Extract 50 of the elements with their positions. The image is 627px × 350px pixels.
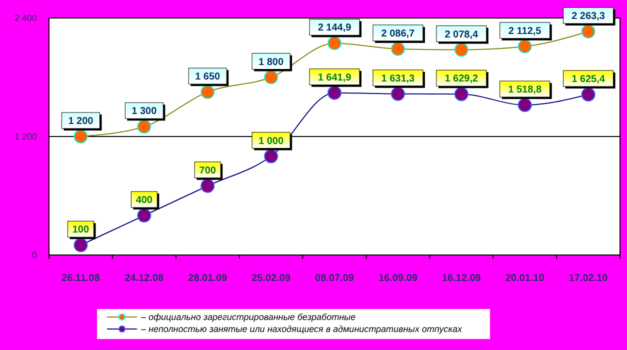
point xyxy=(137,120,152,134)
point xyxy=(74,238,88,252)
data-label: 1 800 xyxy=(258,56,284,68)
x-tick-label: 16.09.09 xyxy=(378,273,418,284)
data-label: 1 518,8 xyxy=(508,84,542,96)
point xyxy=(454,87,468,102)
point xyxy=(200,178,215,193)
x-tick-label: 08.07.09 xyxy=(315,273,354,284)
point xyxy=(74,130,88,144)
point xyxy=(328,36,342,50)
y-tick-label: 2 400 xyxy=(14,13,37,24)
data-label: 1 629,2 xyxy=(444,74,479,85)
x-tick-label: 20.01.10 xyxy=(505,273,545,284)
data-label: 1 631,3 xyxy=(381,73,416,84)
point xyxy=(264,70,278,84)
data-label: 1 000 xyxy=(258,136,284,147)
legend-label: – официально зарегистрированные безработные xyxy=(140,312,356,322)
point xyxy=(390,86,405,101)
point xyxy=(581,88,596,102)
point xyxy=(518,98,532,112)
point xyxy=(264,149,278,164)
point xyxy=(137,208,152,222)
x-tick-label: 25.02.09 xyxy=(252,273,291,284)
x-tick-label: 24.12.08 xyxy=(124,273,164,284)
y-tick-label: 1 200 xyxy=(14,132,37,142)
data-label: 1 300 xyxy=(132,106,158,118)
data-label: 1 625,4 xyxy=(572,74,606,85)
x-tick-label: 28.01.09 xyxy=(188,273,228,284)
point xyxy=(390,42,405,56)
point xyxy=(518,39,532,54)
point xyxy=(581,24,596,38)
data-label: 700 xyxy=(199,165,216,176)
data-label: 1 200 xyxy=(68,116,94,127)
point xyxy=(200,85,215,100)
point xyxy=(454,42,468,57)
data-label: 2 263,3 xyxy=(572,11,606,22)
data-label: 2 112,5 xyxy=(508,26,542,37)
data-label: 400 xyxy=(136,195,153,206)
point xyxy=(328,86,342,100)
data-label: 1 641,9 xyxy=(318,72,352,84)
x-tick-label: 16.12.09 xyxy=(442,273,482,284)
x-tick-label: 26.11.08 xyxy=(62,273,100,284)
data-label: 1 650 xyxy=(195,72,221,83)
data-label: 2 144,9 xyxy=(318,22,352,34)
data-label: 100 xyxy=(72,224,90,236)
legend-label: – неполностью занятые или находящиеся в административных отпусках xyxy=(140,324,463,334)
y-tick-label: 0 xyxy=(32,250,37,260)
data-label: 2 086,7 xyxy=(381,28,416,40)
x-tick-label: 17.02.10 xyxy=(568,273,608,284)
data-label: 2 078,4 xyxy=(444,29,479,40)
